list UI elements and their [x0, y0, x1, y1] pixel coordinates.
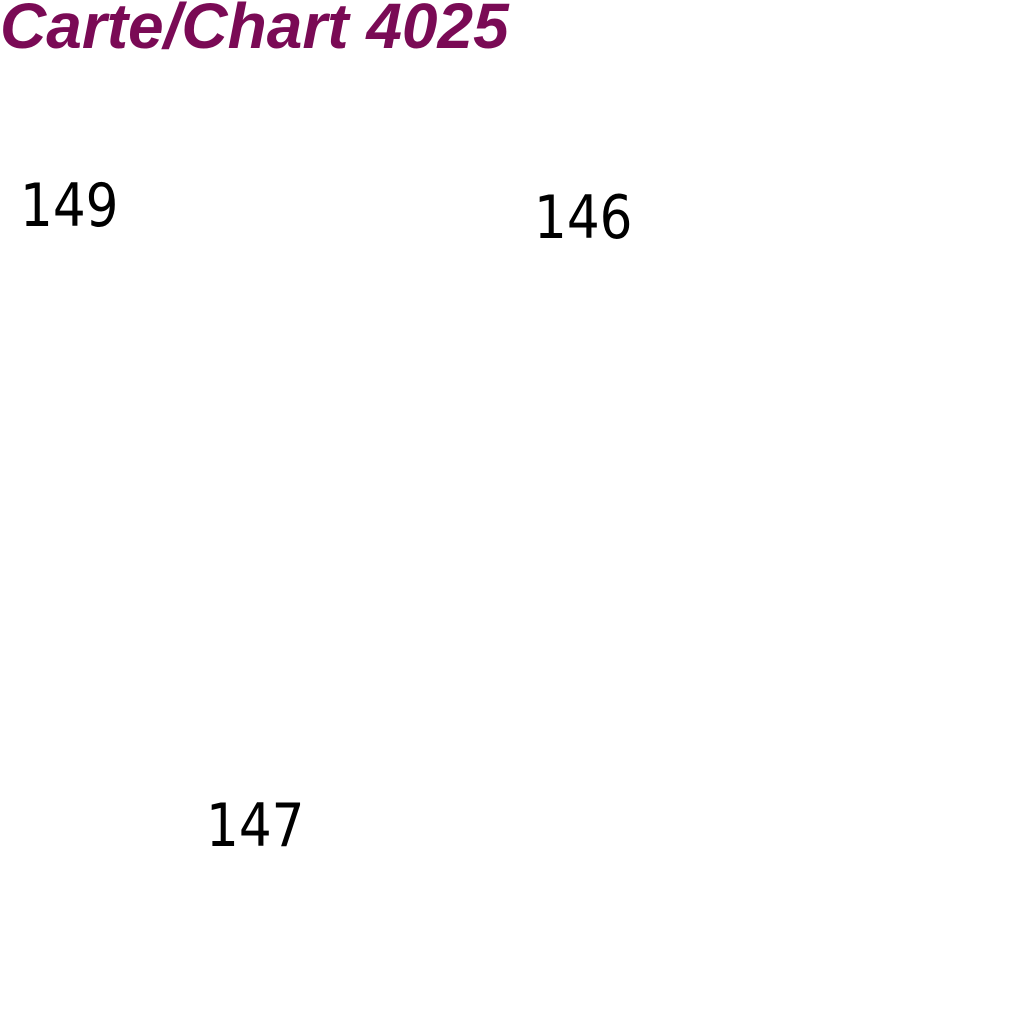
sounding-label: 147: [206, 791, 305, 861]
chart-title: Carte/Chart 4025: [0, 0, 509, 62]
sounding-label: 146: [534, 183, 633, 253]
sounding-label: 149: [20, 171, 119, 241]
